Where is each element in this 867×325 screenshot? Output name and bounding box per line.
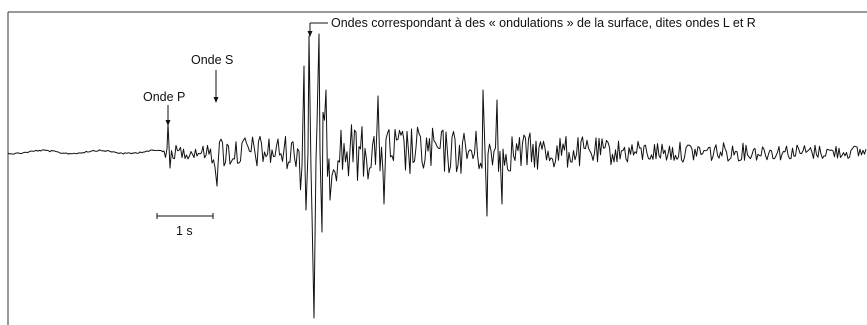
onde-p-arrowhead <box>165 120 171 126</box>
ondes-lr-arrowhead <box>307 31 313 37</box>
onde-s-arrowhead <box>213 97 219 103</box>
scale-bar-label: 1 s <box>176 224 193 238</box>
onde-s-label: Onde S <box>191 53 233 67</box>
onde-p-label: Onde P <box>143 90 185 104</box>
seismogram-trace <box>7 33 867 319</box>
ondes-lr-label: Ondes correspondant à des « ondulations … <box>331 16 756 30</box>
